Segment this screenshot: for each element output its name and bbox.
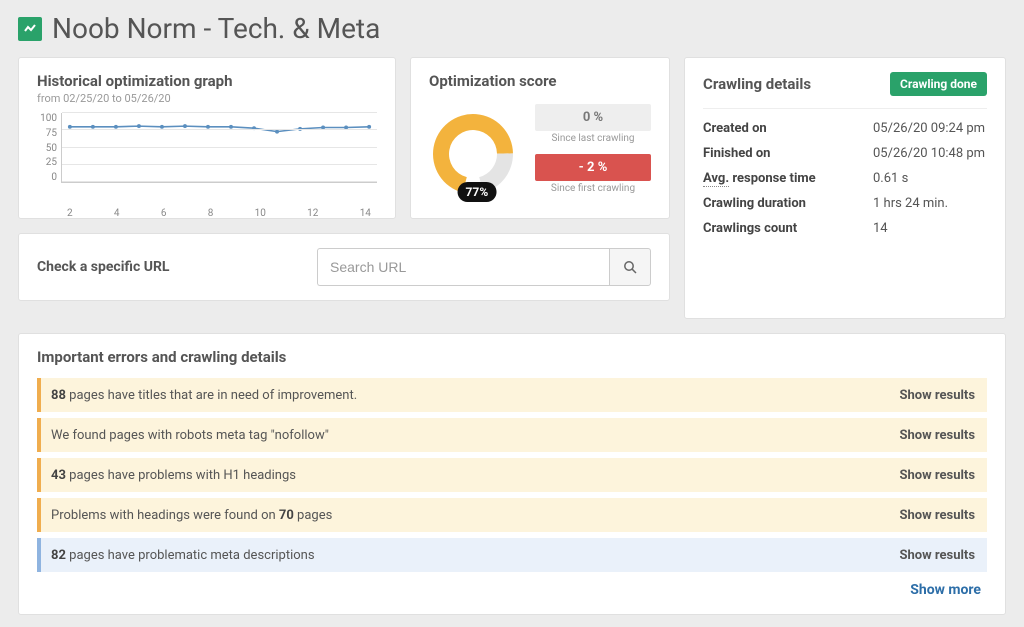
error-item: 82 pages have problematic meta descripti… xyxy=(37,538,987,572)
error-item: Problems with headings were found on 70 … xyxy=(37,498,987,532)
crawl-detail-row: Avg. response time0.61 s xyxy=(703,171,987,186)
error-text: Problems with headings were found on 70 … xyxy=(41,508,899,523)
error-text: 88 pages have titles that are in need of… xyxy=(41,388,899,403)
delta-since-last-caption: Since last crawling xyxy=(535,133,651,144)
historical-title: Historical optimization graph xyxy=(37,72,377,90)
show-results-link[interactable]: Show results xyxy=(899,428,975,443)
error-text: 82 pages have problematic meta descripti… xyxy=(41,548,899,563)
chart-x-axis: 2468101214 xyxy=(61,208,377,219)
crawl-detail-row: Created on05/26/20 09:24 pm xyxy=(703,121,987,136)
crawl-detail-row: Crawling duration1 hrs 24 min. xyxy=(703,196,987,211)
error-item: 88 pages have titles that are in need of… xyxy=(37,378,987,412)
historical-subtitle: from 02/25/20 to 05/26/20 xyxy=(37,92,377,105)
chart-y-axis: 1007550250 xyxy=(37,113,61,183)
crawl-detail-row: Crawlings count14 xyxy=(703,221,987,236)
page-title: Noob Norm - Tech. & Meta xyxy=(52,12,380,45)
delta-since-last: 0 % xyxy=(535,104,651,131)
crawl-detail-row: Finished on05/26/20 10:48 pm xyxy=(703,146,987,161)
delta-since-first: - 2 % xyxy=(535,154,651,181)
error-text: 43 pages have problems with H1 headings xyxy=(41,468,899,483)
card-errors: Important errors and crawling details 88… xyxy=(18,333,1006,615)
show-more-link[interactable]: Show more xyxy=(37,578,987,600)
search-url-input[interactable] xyxy=(317,248,609,286)
show-results-link[interactable]: Show results xyxy=(899,468,975,483)
crawl-title: Crawling details xyxy=(703,75,811,93)
card-optimization-score: Optimization score 77% 0 % Since last cr… xyxy=(410,57,670,219)
delta-since-first-caption: Since first crawling xyxy=(535,183,651,194)
score-percent-badge: 77% xyxy=(458,182,497,202)
show-results-link[interactable]: Show results xyxy=(899,548,975,563)
check-url-label: Check a specific URL xyxy=(37,259,297,275)
card-historical-graph: Historical optimization graph from 02/25… xyxy=(18,57,396,219)
error-text: We found pages with robots meta tag "nof… xyxy=(41,428,899,443)
chart-plot xyxy=(61,113,377,183)
errors-title: Important errors and crawling details xyxy=(37,348,987,366)
site-icon xyxy=(18,17,42,41)
crawling-status-badge: Crawling done xyxy=(890,72,987,96)
show-results-link[interactable]: Show results xyxy=(899,508,975,523)
score-title: Optimization score xyxy=(429,72,651,90)
search-url-button[interactable] xyxy=(609,248,651,286)
error-item: We found pages with robots meta tag "nof… xyxy=(37,418,987,452)
card-check-url: Check a specific URL xyxy=(18,233,670,301)
show-results-link[interactable]: Show results xyxy=(899,388,975,403)
error-item: 43 pages have problems with H1 headingsS… xyxy=(37,458,987,492)
score-donut: 77% xyxy=(429,110,517,198)
card-crawling-details: Crawling details Crawling done Created o… xyxy=(684,57,1006,319)
search-icon xyxy=(623,260,637,274)
